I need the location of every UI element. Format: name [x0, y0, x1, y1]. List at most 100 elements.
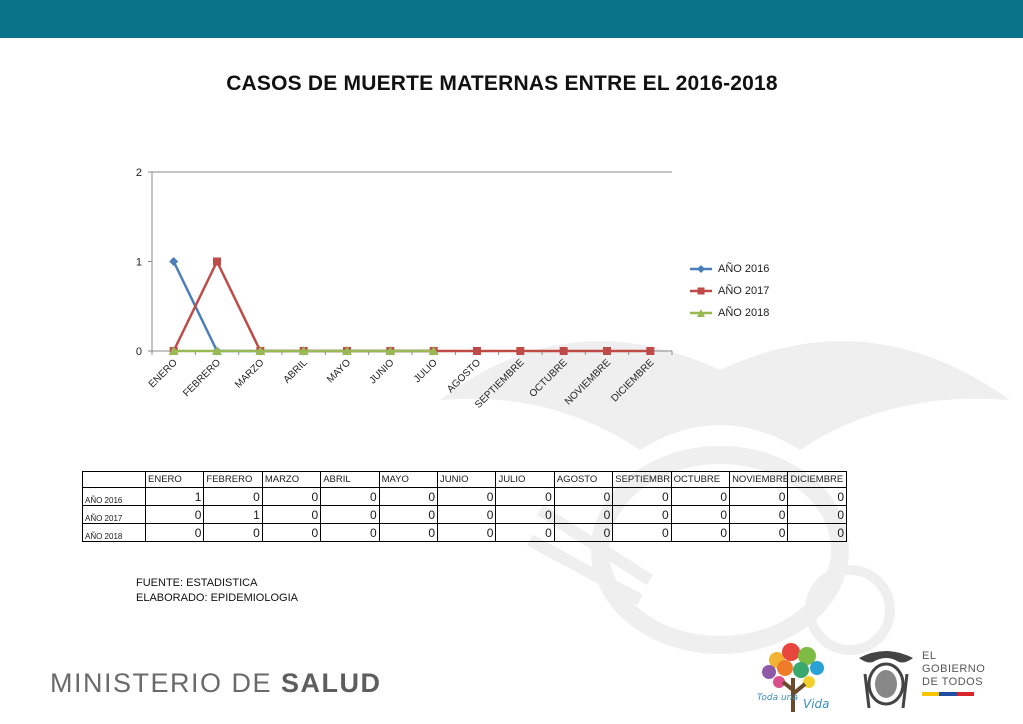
table-cell: 0 [612, 487, 672, 506]
legend-swatch [690, 265, 712, 273]
source-line: FUENTE: ESTADISTICA [136, 577, 258, 589]
table-cell: 0 [787, 505, 847, 524]
gov-line: EL [922, 650, 937, 662]
x-tick-label: ENERO [147, 357, 180, 390]
table-cell: 0 [787, 487, 847, 506]
table-cell: 0 [261, 487, 322, 506]
data-point [255, 346, 266, 355]
table-cell: 0 [320, 505, 380, 524]
table-cell: 0 [378, 523, 439, 542]
table-cell: 0 [203, 523, 263, 542]
table-row: AÑO 2017 0 1 0 0 0 0 0 0 0 0 0 0 [82, 505, 847, 524]
legend-swatch [690, 287, 712, 295]
logo-text-right: Vida [803, 697, 830, 711]
table-cell: 0 [670, 523, 731, 542]
column-header: JULIO [495, 471, 555, 488]
gobierno-de-todos-logo: EL GOBIERNO DE TODOS [922, 650, 985, 696]
flag-stripe [922, 692, 974, 696]
table-cell: 0 [378, 487, 439, 506]
x-tick-label: NOVIEMBRE [563, 357, 613, 407]
data-point [473, 347, 481, 355]
legend-item: AÑO 2017 [690, 280, 769, 302]
page-title: CASOS DE MUERTE MATERNAS ENTRE EL 2016-2… [226, 72, 778, 95]
legend-label: AÑO 2017 [718, 285, 770, 297]
x-tick-label: ABRIL [282, 357, 311, 386]
column-header: FEBRERO [203, 471, 263, 488]
stripe-segment [939, 692, 957, 696]
data-table: ENERO FEBRERO MARZO ABRIL MAYO JUNIO JULIO AGOS… [82, 471, 847, 542]
table-cell: 0 [437, 487, 497, 506]
table-cell: 0 [495, 505, 555, 524]
table-cell: 0 [612, 505, 672, 524]
data-point [603, 347, 611, 355]
row-label: AÑO 2016 [82, 487, 146, 506]
table-cell: 0 [787, 523, 847, 542]
table-cell: 0 [437, 523, 497, 542]
data-point [516, 347, 525, 355]
row-label: AÑO 2017 [82, 505, 146, 524]
table-cell: 0 [495, 523, 555, 542]
toda-una-vida-logo: Toda una Vida [757, 643, 830, 712]
table-cell: 0 [670, 487, 731, 506]
table-cell: 0 [378, 505, 439, 524]
ministry-name-bold: SALUD [281, 668, 382, 698]
gov-line: GOBIERNO [922, 663, 986, 675]
table-cell: 0 [261, 505, 322, 524]
column-header: MAYO [378, 471, 439, 488]
column-header: NOVIEMBRE [729, 471, 789, 488]
x-tick-label: DICIEMBRE [609, 357, 656, 404]
coat-of-arms-watermark [440, 341, 1010, 655]
ministry-logo-text: MINISTERIO DE SALUD [50, 668, 382, 699]
data-point [342, 346, 352, 355]
table-cell: 0 [144, 505, 205, 524]
logo-text-left: Toda una [757, 693, 798, 703]
table-corner [82, 471, 146, 488]
data-point [212, 346, 222, 355]
table-cell: 0 [553, 523, 614, 542]
data-point [559, 347, 568, 355]
table-cell: 0 [320, 487, 380, 506]
x-tick-label: FEBRERO [181, 357, 223, 399]
column-header: DICIEMBRE [787, 471, 847, 488]
table-cell: 0 [144, 523, 205, 542]
table-row: AÑO 2018 0 0 0 0 0 0 0 0 0 0 0 0 [82, 523, 847, 542]
column-header: ABRIL [320, 471, 380, 488]
table-cell: 0 [437, 505, 497, 524]
ministry-name: MINISTERIO DE [50, 668, 282, 698]
data-point [169, 257, 179, 266]
x-tick-label: OCTUBRE [527, 357, 570, 400]
data-point [428, 346, 439, 355]
legend-item: AÑO 2018 [690, 302, 769, 324]
gov-line: DE TODOS [922, 676, 984, 688]
legend-label: AÑO 2018 [718, 307, 770, 319]
stripe-segment [956, 692, 974, 696]
x-tick-label: MARZO [233, 357, 266, 390]
x-tick-label: MAYO [325, 357, 353, 385]
source-note: FUENTE: ESTADISTICA ELABORADO: EPIDEMIOL… [136, 576, 298, 606]
stripe-segment [922, 692, 940, 696]
x-tick-label: JUNIO [367, 357, 396, 386]
legend-item: AÑO 2016 [690, 258, 769, 280]
table-cell: 0 [553, 487, 614, 506]
table-cell: 0 [729, 505, 789, 524]
y-tick-label: 1 [136, 257, 142, 269]
table-cell: 0 [670, 505, 731, 524]
header-bar [0, 0, 1023, 38]
data-point [213, 257, 221, 266]
y-tick-label: 2 [136, 167, 142, 179]
legend-label: AÑO 2016 [718, 263, 770, 275]
table-cell: 0 [729, 487, 789, 506]
column-header: MARZO [261, 471, 322, 488]
x-tick-label: AGOSTO [445, 357, 483, 395]
elaborated-line: ELABORADO: EPIDEMIOLOGIA [136, 592, 298, 604]
national-shield-icon [859, 651, 913, 709]
data-point [168, 346, 179, 355]
column-header: ENERO [144, 471, 205, 488]
legend-swatch [690, 309, 712, 317]
table-cell: 0 [495, 487, 555, 506]
table-cell: 0 [729, 523, 789, 542]
table-cell: 1 [203, 505, 263, 524]
column-header: OCTUBRE [670, 471, 731, 488]
series-line-2 [172, 260, 651, 353]
line-chart: 0 1 2 ENERO FEBRERO MARZO ABRIL MAYO JUNIO JULIO A… [136, 167, 673, 411]
